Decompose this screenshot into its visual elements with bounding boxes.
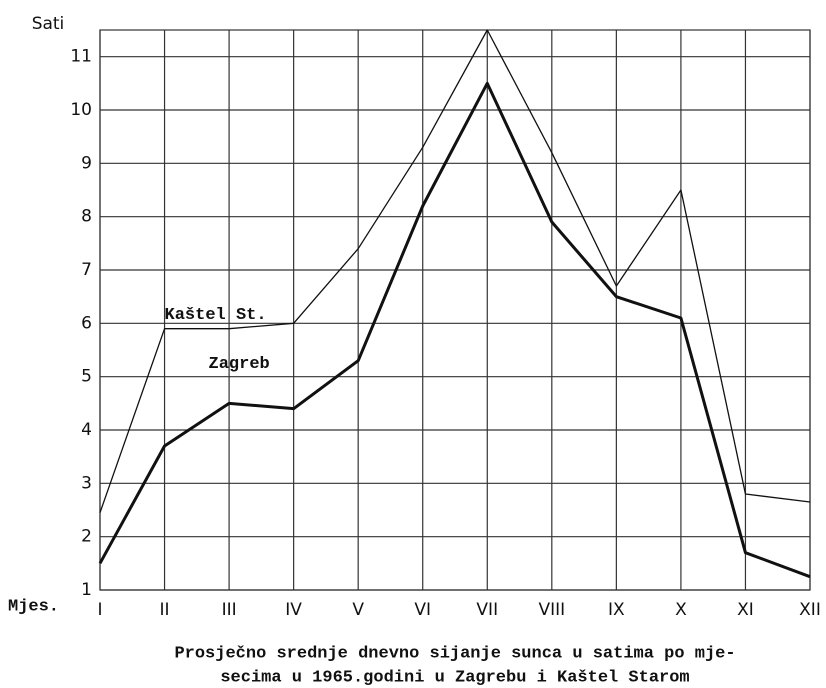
y-tick-label: 9 — [81, 153, 92, 173]
x-axis-label: Mjes. — [8, 597, 59, 616]
x-tick-label: VI — [414, 600, 431, 620]
series-line — [99, 29, 811, 513]
y-axis-label: Sati — [32, 14, 65, 34]
x-tick-label: V — [352, 600, 364, 620]
y-tick-label: 8 — [81, 207, 92, 227]
y-tick-label: 2 — [81, 527, 92, 547]
caption: Prosječno srednje dnevno sijanje sunca u… — [174, 644, 735, 663]
y-tick-label: 5 — [81, 367, 92, 387]
caption: secima u 1965.godini u Zagrebu i Kaštel … — [220, 668, 689, 687]
y-tick-label: 4 — [81, 420, 92, 440]
x-tick-label: II — [160, 600, 170, 620]
y-tick-label: 7 — [81, 260, 92, 280]
y-tick-label: 11 — [70, 47, 92, 67]
x-tick-label: I — [97, 600, 102, 620]
x-tick-label: X — [675, 600, 687, 620]
x-tick-label: VII — [476, 600, 498, 620]
y-tick-label: 3 — [81, 473, 92, 493]
series-line — [98, 81, 811, 579]
x-tick-label: IX — [608, 600, 625, 620]
x-tick-label: III — [222, 600, 237, 620]
y-tick-label: 1 — [81, 580, 92, 600]
series-label: Kaštel St. — [165, 306, 267, 325]
x-tick-label: IV — [285, 600, 302, 620]
x-tick-label: XI — [737, 600, 754, 620]
x-tick-label: XII — [799, 600, 821, 620]
x-tick-label: VIII — [538, 600, 565, 620]
y-tick-label: 10 — [70, 100, 92, 120]
y-tick-label: 6 — [81, 313, 92, 333]
series-label: Zagreb — [209, 355, 270, 374]
